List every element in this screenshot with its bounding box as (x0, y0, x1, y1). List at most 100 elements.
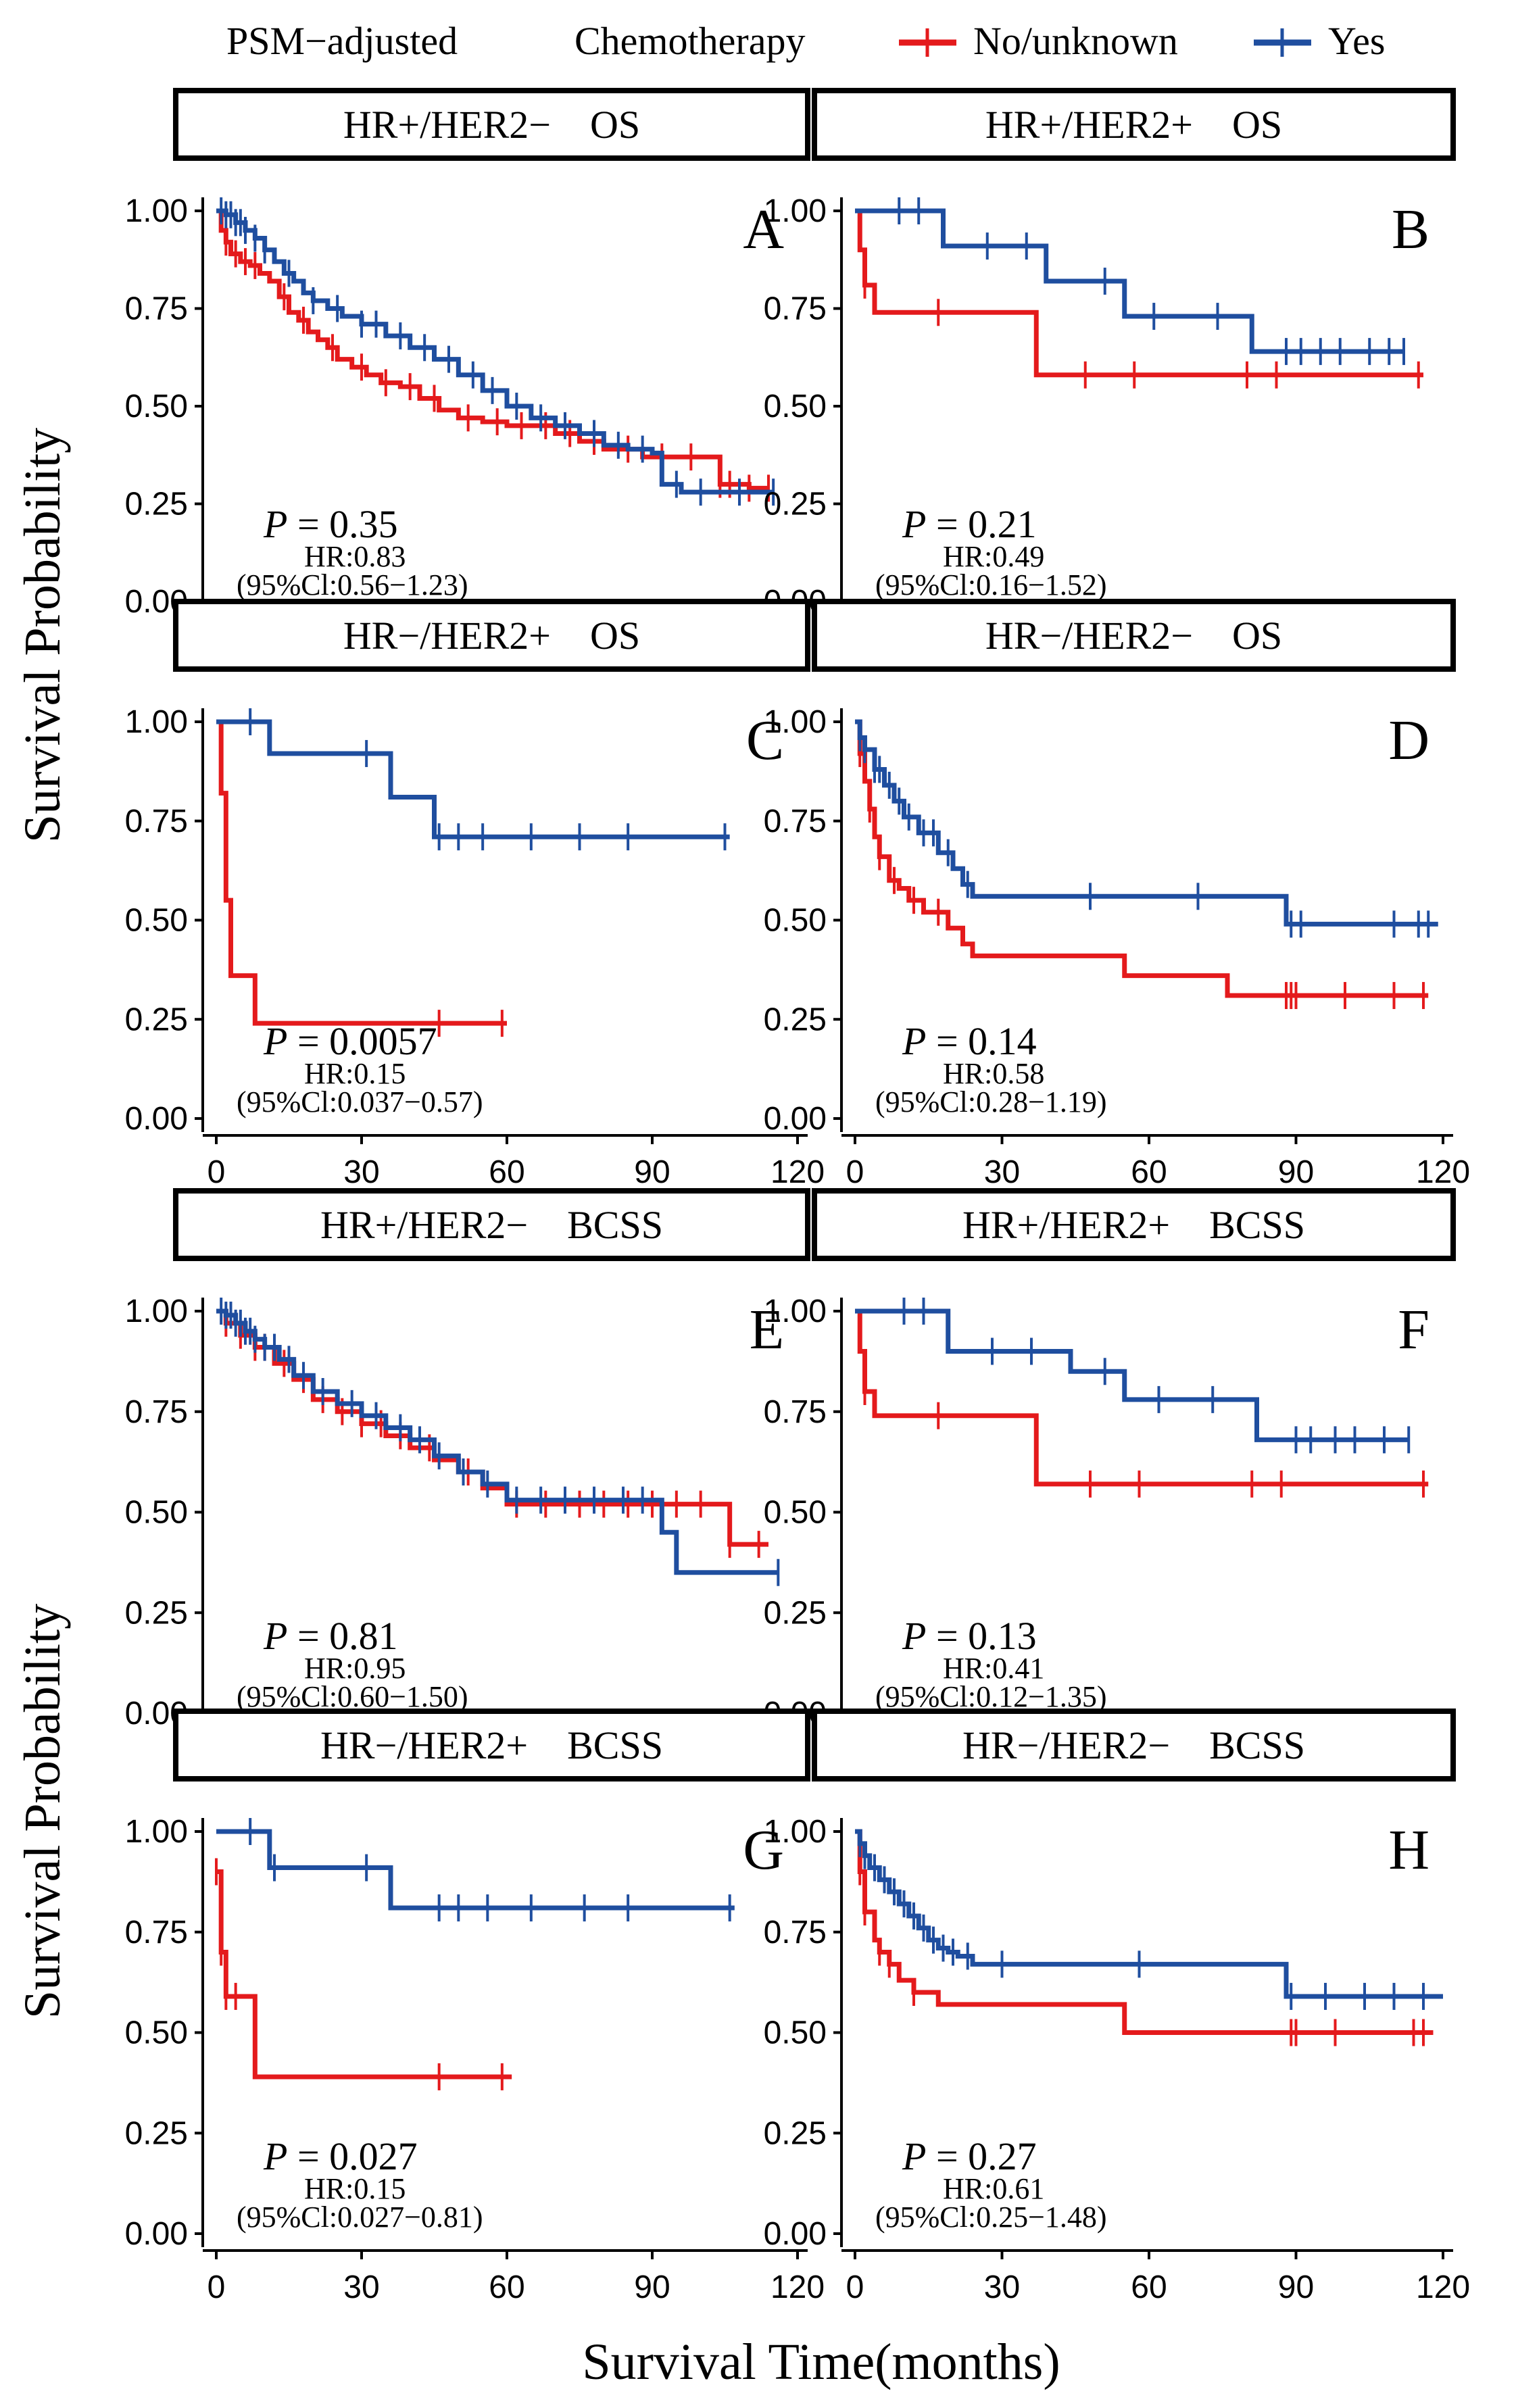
panel-strip (812, 88, 1456, 161)
panel-letter: F (1398, 1298, 1429, 1361)
panel-letter: G (743, 1819, 784, 1882)
x-tick-label: 0 (207, 2269, 226, 2305)
y-tick-label: 0.00 (764, 2216, 827, 2252)
hr-value: HR:0.15 (304, 1057, 406, 1090)
y-tick-label: 0.50 (125, 1495, 188, 1531)
y-axis-title-bottom: Survival Probability (14, 1604, 71, 2019)
x-tick-label: 120 (1416, 1154, 1470, 1190)
ci-value: (95%Cl:0.56−1.23) (237, 568, 468, 601)
panel-title: HR+/HER2− BCSS (320, 1203, 663, 1247)
panel-C: HR−/HER2+ OS 0.00 0.25 0.50 0.75 1.00 0 30 60 90 1… (125, 599, 825, 1190)
x-tick-label: 90 (1278, 1154, 1314, 1190)
y-tick-label: 0.25 (125, 2115, 188, 2151)
x-tick-label: 120 (771, 1154, 825, 1190)
y-tick-label: 0.25 (125, 1595, 188, 1631)
km-curve-no (855, 1308, 1429, 1487)
y-tick-label: 1.00 (764, 704, 827, 740)
panel-strip (173, 599, 810, 672)
y-tick-label: 0.00 (125, 1101, 188, 1137)
y-tick-label: 0.25 (125, 1002, 188, 1037)
panel-G: HR−/HER2+ BCSS 0.00 0.25 0.50 0.75 1.00 0 30 60 9… (125, 1709, 825, 2305)
y-tick-label: 0.25 (764, 1002, 827, 1037)
panel-title: HR−/HER2+ BCSS (320, 1723, 663, 1767)
y-tick-label: 0.50 (764, 1495, 827, 1531)
y-tick-label: 0.50 (125, 903, 188, 939)
y-tick-label: 0.25 (764, 1595, 827, 1631)
y-tick-label: 0.75 (125, 804, 188, 839)
legend-title-prefix: PSM−adjusted (226, 19, 458, 63)
ci-value: (95%Cl:0.037−0.57) (237, 1085, 483, 1119)
y-tick-label: 0.50 (125, 389, 188, 424)
x-tick-label: 90 (634, 1154, 670, 1190)
ci-value: (95%Cl:0.16−1.52) (875, 568, 1107, 601)
km-curve-no (216, 1869, 512, 2080)
y-axis-title-top: Survival Probability (14, 428, 71, 843)
legend-label-yes: Yes (1328, 19, 1385, 63)
panel-letter: C (746, 709, 784, 772)
panel-strip (173, 1188, 810, 1261)
ci-value: (95%Cl:0.60−1.50) (237, 1680, 468, 1713)
km-curve-no (855, 208, 1423, 378)
panel-A: HR+/HER2− OS0.000.250.500.751.00 AP = 0.3… (125, 88, 810, 627)
km-curve-no (855, 1829, 1434, 2035)
panel-title: HR−/HER2− BCSS (962, 1723, 1305, 1767)
x-tick-label: 120 (1416, 2269, 1470, 2305)
x-tick-label: 60 (489, 2269, 524, 2305)
x-tick-label: 0 (846, 1154, 864, 1190)
y-tick-label: 0.75 (125, 1915, 188, 1950)
panel-strip (173, 1709, 810, 1782)
panel-strip (812, 1188, 1456, 1261)
panel-H: HR−/HER2− BCSS 0.00 0.25 0.50 0.75 1.00 0 30 60 9… (764, 1709, 1470, 2305)
y-tick-label: 0.50 (125, 2015, 188, 2051)
y-tick-label: 0.75 (764, 1394, 827, 1430)
hr-value: HR:0.61 (943, 2172, 1044, 2205)
legend-label-no: No/unknown (973, 19, 1178, 63)
km-curve-yes (216, 1308, 779, 1575)
x-tick-label: 0 (846, 2269, 864, 2305)
hr-value: HR:0.83 (304, 540, 406, 573)
panels: HR+/HER2− OS0.000.250.500.751.00 AP = 0.3… (125, 88, 1470, 2305)
panel-letter: E (750, 1298, 784, 1361)
y-tick-label: 0.75 (764, 1915, 827, 1950)
y-tick-label: 1.00 (125, 704, 188, 740)
p-value-label: P = 0.81 (263, 1614, 398, 1658)
panel-strip (173, 88, 810, 161)
panel-strip (812, 599, 1456, 672)
y-tick-label: 0.50 (764, 903, 827, 939)
panel-strip (812, 1709, 1456, 1782)
p-value-label: P = 0.027 (263, 2134, 418, 2178)
x-tick-label: 60 (1131, 1154, 1167, 1190)
km-curve-yes (216, 719, 730, 839)
p-value-label: P = 0.35 (263, 502, 398, 546)
x-tick-label: 30 (984, 2269, 1020, 2305)
km-curve-no (216, 1308, 768, 1547)
p-value-label: P = 0.0057 (263, 1019, 437, 1063)
y-tick-label: 0.75 (125, 1394, 188, 1430)
km-curve-yes (855, 719, 1438, 927)
x-tick-label: 120 (771, 2269, 825, 2305)
hr-value: HR:0.49 (943, 540, 1044, 573)
km-curve-yes (216, 1829, 735, 1911)
hr-value: HR:0.15 (304, 2172, 406, 2205)
legend: PSM−adjusted Chemotherapy No/unknown Yes (226, 19, 1385, 63)
km-curve-no (216, 719, 507, 1026)
x-tick-label: 30 (343, 1154, 379, 1190)
km-curve-no (855, 719, 1429, 998)
ci-value: (95%Cl:0.027−0.81) (237, 2201, 483, 2234)
x-tick-label: 60 (1131, 2269, 1167, 2305)
y-tick-label: 0.50 (764, 2015, 827, 2051)
p-value-label: P = 0.13 (902, 1614, 1037, 1658)
x-tick-label: 90 (1278, 2269, 1314, 2305)
y-tick-label: 1.00 (764, 1814, 827, 1850)
panel-title: HR+/HER2+ OS (985, 103, 1282, 147)
y-tick-label: 0.75 (764, 804, 827, 839)
panel-title: HR−/HER2− OS (985, 614, 1282, 658)
panel-title: HR+/HER2+ BCSS (962, 1203, 1305, 1247)
p-value-label: P = 0.27 (902, 2134, 1037, 2178)
panel-title: HR+/HER2− OS (343, 103, 640, 147)
y-tick-label: 0.25 (764, 487, 827, 522)
y-tick-label: 1.00 (125, 1814, 188, 1850)
